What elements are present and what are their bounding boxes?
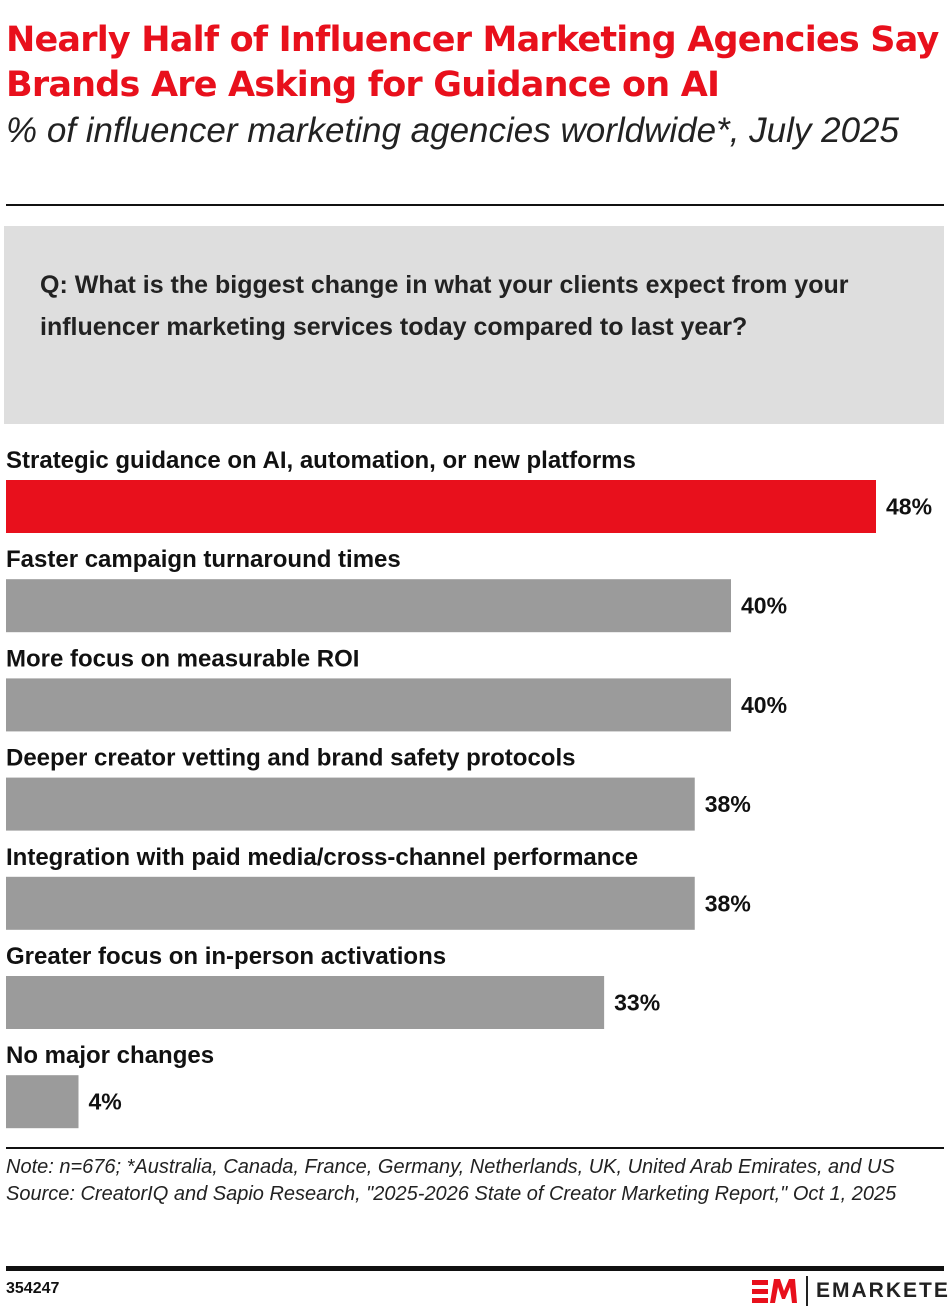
chart-title: Nearly Half of Influencer Marketing Agen… — [6, 20, 939, 105]
em-logo-icon — [752, 1279, 797, 1303]
question-text: Q: What is the biggest change in what yo… — [40, 271, 849, 341]
bar — [6, 777, 695, 831]
category-label: Strategic guidance on AI, automation, or… — [6, 447, 636, 474]
question-box: Q: What is the biggest change in what yo… — [4, 226, 944, 424]
value-label: 4% — [89, 1089, 122, 1115]
chart-subtitle: % of influencer marketing agencies world… — [6, 111, 899, 150]
bar-chart: Strategic guidance on AI, automation, or… — [6, 447, 932, 1129]
bar — [6, 976, 605, 1029]
value-label: 38% — [705, 791, 751, 817]
value-label: 40% — [741, 593, 787, 619]
note-text: Note: n=676; *Australia, Canada, France,… — [6, 1156, 895, 1178]
bar — [6, 876, 695, 930]
bar — [6, 480, 876, 533]
bar — [6, 1075, 79, 1129]
bar — [6, 579, 731, 633]
value-label: 33% — [614, 990, 660, 1016]
value-label: 48% — [886, 494, 932, 520]
bar — [6, 678, 731, 732]
divider — [6, 1266, 944, 1271]
divider — [6, 1147, 944, 1149]
category-label: More focus on measurable ROI — [6, 645, 359, 672]
category-label: Faster campaign turnaround times — [6, 546, 401, 573]
chart-id: 354247 — [6, 1280, 60, 1297]
category-label: No major changes — [6, 1042, 214, 1069]
category-label: Greater focus on in-person activations — [6, 943, 446, 970]
category-label: Deeper creator vetting and brand safety … — [6, 745, 575, 772]
brand-name: EMARKETER — [816, 1279, 948, 1302]
value-label: 38% — [705, 890, 751, 916]
emarketer-logo: EMARKETER — [752, 1276, 948, 1306]
source-text: Source: CreatorIQ and Sapio Research, "2… — [6, 1183, 897, 1205]
value-label: 40% — [741, 692, 787, 718]
divider — [6, 204, 944, 206]
category-label: Integration with paid media/cross-channe… — [6, 844, 638, 871]
notes: Note: n=676; *Australia, Canada, France,… — [6, 1154, 936, 1208]
